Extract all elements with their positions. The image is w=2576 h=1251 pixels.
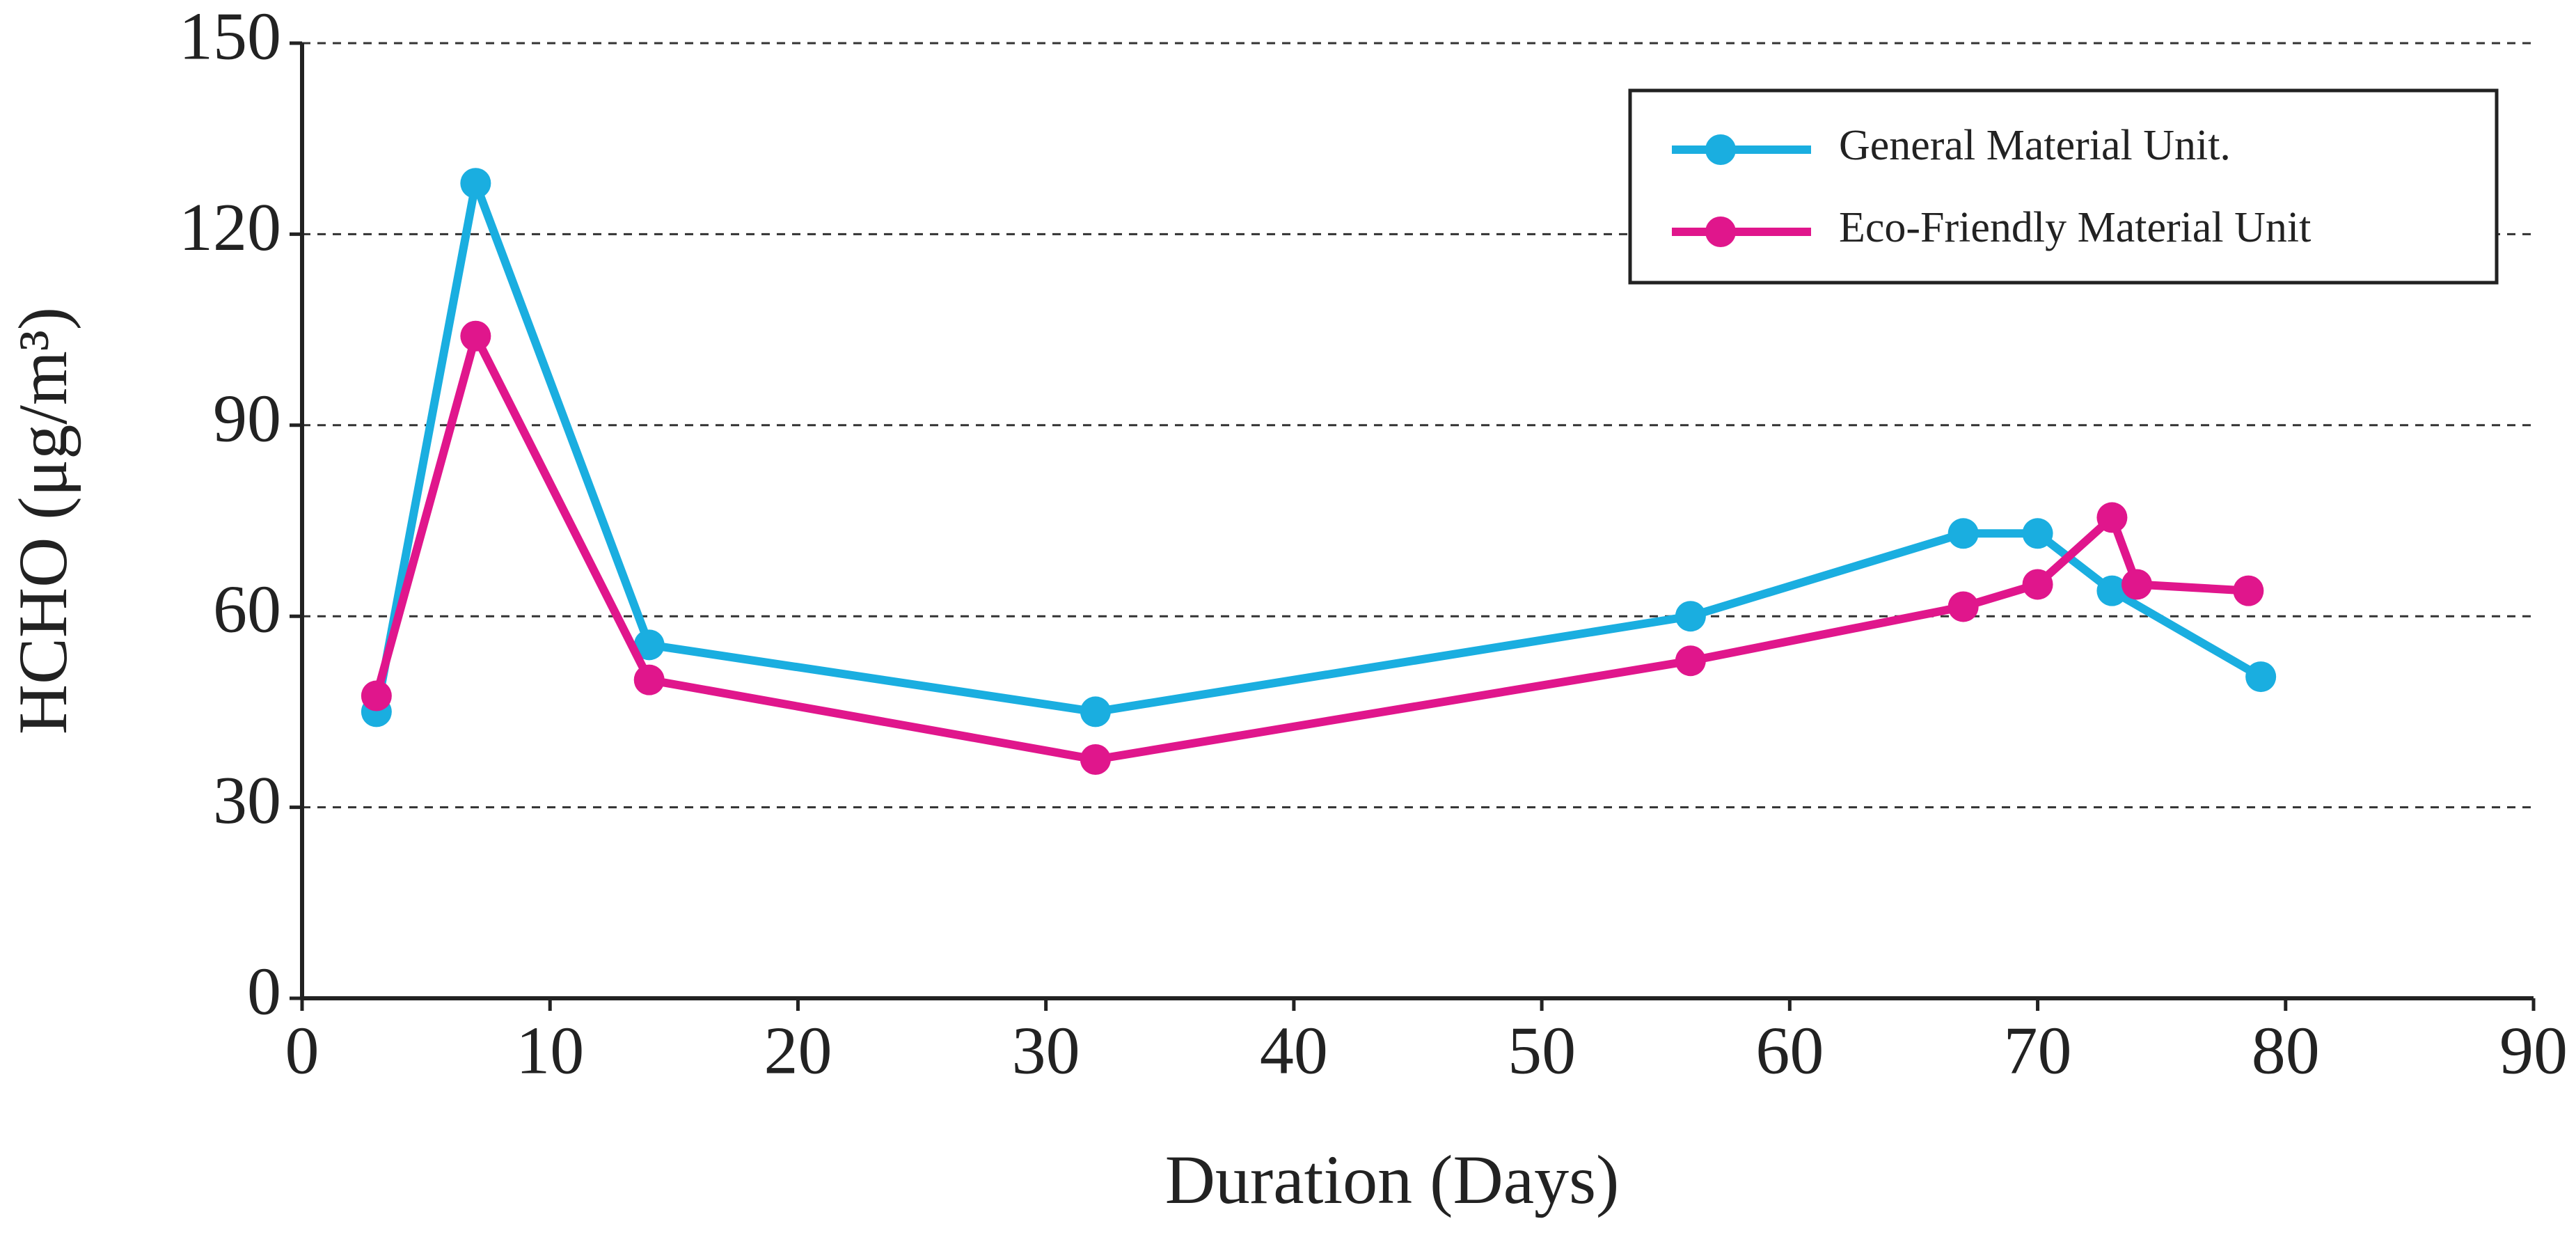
data-point	[2096, 502, 2128, 533]
x-tick-label: 90	[2499, 1013, 2568, 1088]
legend-label: General Material Unit.	[1839, 122, 2231, 169]
series-line	[372, 331, 2249, 764]
y-tick-label: 60	[213, 572, 281, 647]
data-point	[1675, 645, 1706, 677]
data-point	[460, 320, 491, 352]
y-tick-label: 150	[179, 0, 281, 74]
x-tick-label: 60	[1755, 1013, 1824, 1088]
data-point	[2233, 575, 2264, 606]
y-tick-label: 30	[213, 763, 281, 838]
x-tick-label: 0	[285, 1013, 319, 1088]
legend-marker	[1705, 134, 1736, 165]
data-point	[460, 168, 491, 199]
legend-label: Eco-Friendly Material Unit	[1839, 204, 2311, 251]
data-point	[633, 664, 665, 695]
data-point	[633, 629, 665, 661]
x-tick-label: 50	[1508, 1013, 1576, 1088]
x-tick-label: 30	[1012, 1013, 1080, 1088]
data-point	[2245, 661, 2277, 693]
data-point	[1947, 518, 1979, 549]
y-axis-title: HCHO (μg/m³)	[4, 307, 81, 734]
data-point	[361, 680, 392, 711]
data-point	[1947, 591, 1979, 622]
data-point	[1080, 744, 1111, 775]
legend-marker	[1705, 217, 1736, 247]
x-tick-label: 80	[2252, 1013, 2320, 1088]
data-point	[2022, 518, 2053, 549]
data-point	[2121, 569, 2153, 600]
y-tick-label: 90	[213, 381, 281, 456]
data-point	[2022, 569, 2053, 600]
x-tick-label: 10	[516, 1013, 584, 1088]
x-tick-label: 40	[1260, 1013, 1328, 1088]
x-axis-title: Duration (Days)	[1165, 1141, 1620, 1218]
legend-box	[1628, 88, 2499, 285]
x-tick-label: 70	[2004, 1013, 2072, 1088]
data-point	[1080, 696, 1111, 727]
data-point	[2096, 575, 2128, 606]
data-point	[1675, 601, 1706, 632]
x-tick-label: 20	[764, 1013, 832, 1088]
y-tick-label: 120	[179, 190, 281, 265]
y-tick-label: 0	[247, 954, 281, 1029]
